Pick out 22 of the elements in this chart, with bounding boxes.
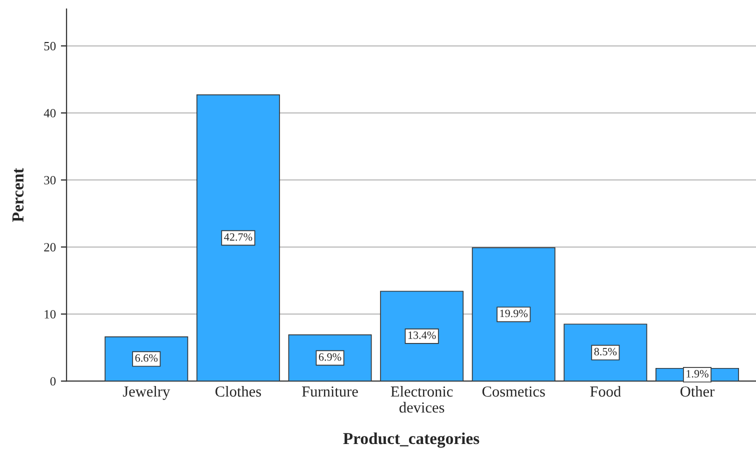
data-label: 19.9% <box>500 310 528 318</box>
y-tick-label: 50 <box>44 42 56 50</box>
data-label: 13.4% <box>408 331 436 340</box>
data-label: 6.6% <box>135 354 158 362</box>
x-tick-label: Electronic devices <box>390 386 453 413</box>
y-tick-label: 20 <box>44 243 56 252</box>
x-tick-label: Clothes <box>215 386 261 397</box>
x-tick-label: Food <box>590 386 621 397</box>
y-tick-label: 40 <box>44 108 56 118</box>
x-axis-title: Product_categories <box>343 432 480 448</box>
data-label: 42.7% <box>224 233 252 241</box>
data-label: 6.9% <box>318 353 342 361</box>
y-axis-title: Percent <box>12 168 24 222</box>
y-tick-label: 0 <box>50 377 56 386</box>
x-tick-label: Jewelry <box>122 386 170 400</box>
y-tick-label: 30 <box>44 176 56 184</box>
data-label: 8.5% <box>594 348 617 356</box>
x-tick-label: Furniture <box>302 386 358 397</box>
x-tick-label: Other <box>680 386 714 397</box>
y-tick-label: 10 <box>44 310 56 319</box>
data-label: 1.9% <box>686 370 708 378</box>
x-tick-label: Cosmetics <box>482 386 545 397</box>
